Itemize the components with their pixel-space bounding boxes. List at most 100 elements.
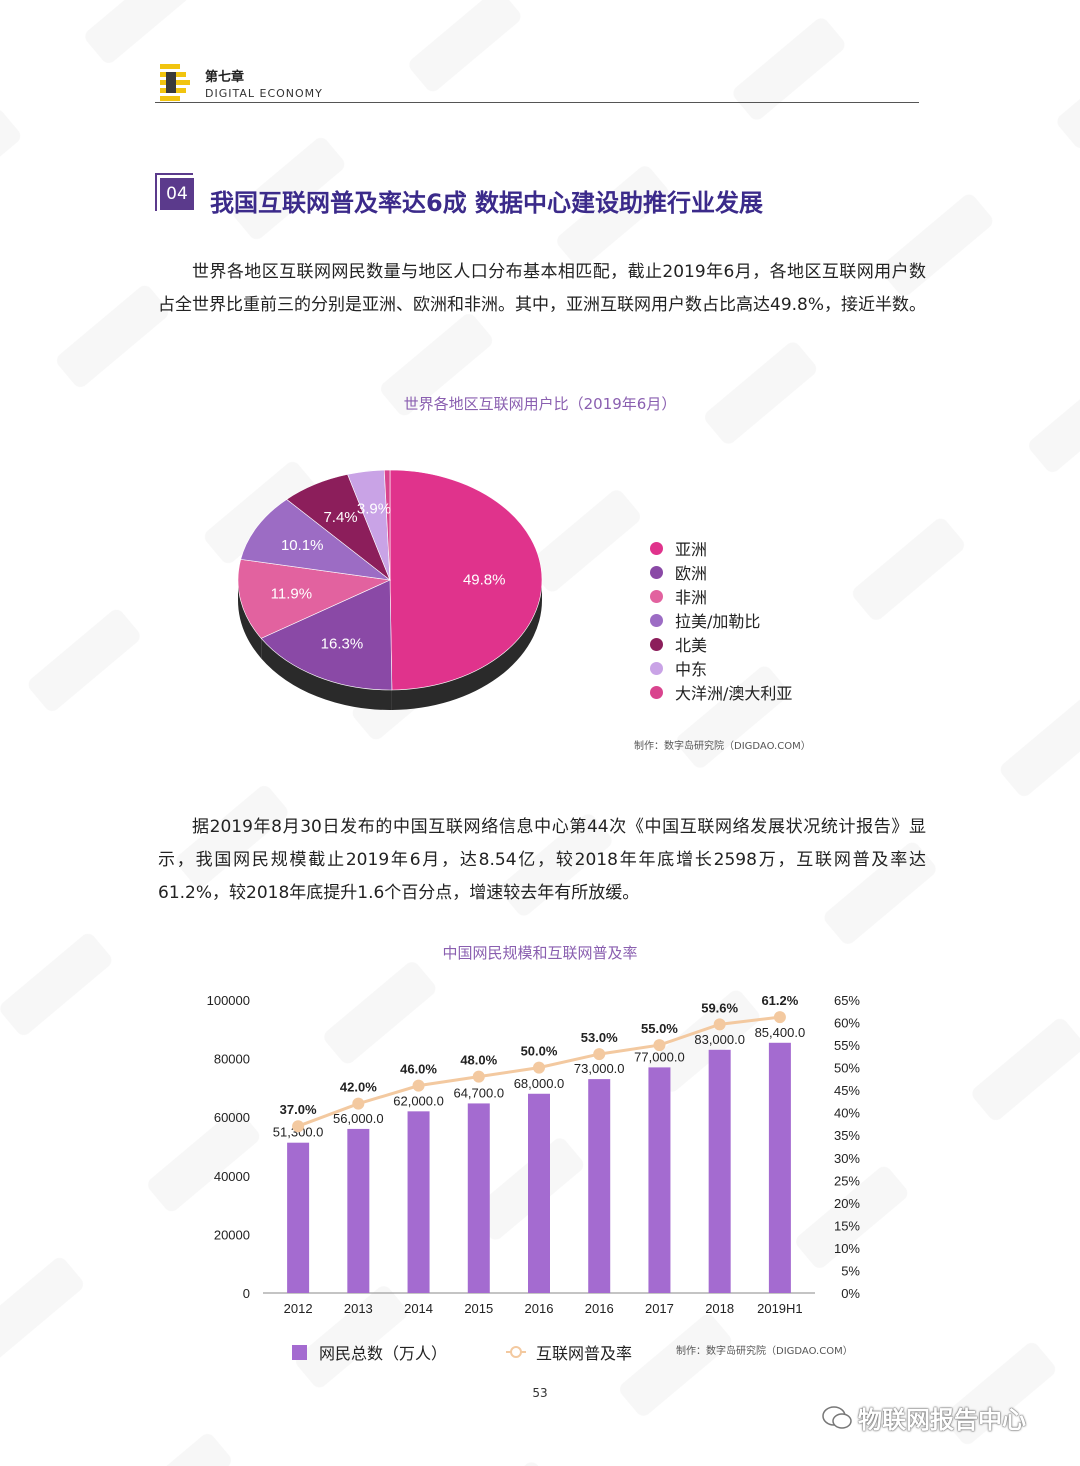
combo-chart: 100000 80000 60000 40000 20000 0 65% 60% 55% 50% 4…	[207, 993, 861, 1316]
y-left-tick-label: 100000	[207, 993, 250, 1008]
y-right-tick-label: 45%	[834, 1083, 860, 1098]
bar	[648, 1067, 671, 1293]
line-value-label: 48.0%	[460, 1053, 497, 1068]
line-value-label: 42.0%	[340, 1080, 377, 1095]
bar-value-label: 77,000.0	[634, 1049, 685, 1064]
pie-legend: 亚洲欧洲非洲拉美/加勒比 北美 中东大洋洲/澳大利亚	[650, 536, 792, 704]
pie-slice	[237, 559, 392, 639]
pie-legend-item: 中东	[650, 656, 792, 680]
bar	[347, 1128, 370, 1293]
x-tick-label: 2017	[645, 1301, 674, 1316]
chapter-subtitle: DIGITAL ECONOMY	[205, 87, 323, 100]
y-right-tick-label: 10%	[834, 1241, 860, 1256]
pie-side-亚洲	[391, 580, 542, 710]
y-right-tick-label: 35%	[834, 1128, 860, 1143]
wechat-icon	[822, 1405, 852, 1429]
y-right-tick-label: 40%	[834, 1106, 860, 1121]
y-right-tick-label: 60%	[834, 1016, 860, 1031]
y-right-tick-label: 30%	[834, 1151, 860, 1166]
bar	[407, 1111, 430, 1293]
bar-legend-swatch	[292, 1344, 307, 1360]
pie-slice	[260, 579, 393, 691]
line-point	[412, 1079, 425, 1092]
pie-legend-item: 亚洲	[650, 536, 792, 560]
pie-chart: 49.8%16.3%11.9%10.1%7.4%3.9%0.6%	[237, 469, 543, 710]
y-right-tick-label: 20%	[834, 1196, 860, 1211]
pie-legend-label: 非洲	[675, 588, 708, 607]
bar	[467, 1103, 490, 1293]
paragraph-2: 据2019年8月30日发布的中国互联网络信息中心第44次《中国互联网络发展状况统…	[158, 817, 926, 903]
line-point	[653, 1039, 666, 1052]
line-value-label: 59.6%	[701, 1000, 738, 1015]
y-left-tick-label: 80000	[214, 1052, 250, 1067]
x-tick-label: 2016	[525, 1301, 554, 1316]
line-point	[472, 1070, 485, 1083]
pie-credit: 制作：数字岛研究院（DIGDAO.COM）	[634, 741, 811, 752]
bar-value-label: 68,000.0	[514, 1076, 565, 1091]
y-right-tick-label: 65%	[834, 993, 860, 1008]
pie-legend-item: 北美	[650, 632, 792, 656]
bar-value-label: 56,000.0	[333, 1111, 384, 1126]
pie-value-label: 16.3%	[321, 636, 364, 653]
y-right-tick-label: 50%	[834, 1061, 860, 1076]
paragraph-1: 世界各地区互联网网民数量与地区人口分布基本相匹配，截止2019年6月，各地区互联…	[158, 262, 927, 315]
line-point	[773, 1011, 786, 1024]
y-left-tick-label: 60000	[214, 1110, 250, 1125]
line-point	[352, 1097, 365, 1110]
page-number: 53	[532, 1386, 548, 1400]
bar	[588, 1079, 611, 1293]
pie-legend-swatch	[650, 565, 663, 579]
bar-value-label: 83,000.0	[694, 1032, 745, 1047]
bar-value-label: 73,000.0	[574, 1061, 625, 1076]
pie-legend-swatch	[650, 613, 663, 627]
pie-legend-item: 大洋洲/澳大利亚	[650, 680, 792, 704]
line-value-label: 53.0%	[581, 1030, 618, 1045]
digital-economy-logo	[160, 64, 190, 101]
wechat-account-name: 物联网报告中心	[858, 1406, 1026, 1434]
y-right-tick-label: 25%	[834, 1173, 860, 1188]
pie-legend-swatch	[650, 589, 663, 603]
line-point	[713, 1018, 726, 1031]
y-left-tick-label: 20000	[214, 1227, 250, 1242]
x-tick-label: 2014	[404, 1301, 433, 1316]
line-legend-item: 互联网普及率	[506, 1340, 632, 1364]
pie-legend-label: 拉美/加勒比	[675, 612, 761, 631]
y-right-tick-label: 15%	[834, 1218, 860, 1233]
bar-credit: 制作：数字岛研究院（DIGDAO.COM）	[676, 1346, 853, 1357]
pie-legend-label: 北美	[675, 636, 708, 655]
pie-side-非洲	[238, 580, 262, 659]
pie-legend-label: 大洋洲/澳大利亚	[675, 684, 793, 703]
x-tick-label: 2019H1	[757, 1301, 803, 1316]
line-value-label: 61.2%	[761, 993, 798, 1008]
pie-value-label: 3.9%	[357, 500, 391, 517]
pie-value-label: 10.1%	[281, 537, 324, 554]
pie-value-label: 49.8%	[463, 572, 506, 589]
pie-legend-swatch	[650, 637, 663, 651]
pie-side-欧洲	[261, 638, 392, 710]
pie-legend-label: 欧洲	[675, 564, 708, 583]
bar	[287, 1142, 310, 1293]
section-number-frame	[155, 173, 193, 211]
bar	[708, 1049, 731, 1293]
line-point	[292, 1120, 305, 1133]
wechat-watermark: 物联网报告中心	[822, 1400, 1026, 1435]
pie-legend-label: 亚洲	[675, 540, 708, 559]
pie-chart-title: 世界各地区互联网用户比（2019年6月）	[403, 395, 677, 413]
pie-value-label: 11.9%	[271, 585, 312, 602]
line-value-label: 50.0%	[521, 1044, 558, 1059]
bar-legend-item: 网民总数（万人）	[292, 1340, 447, 1364]
pie-slice	[383, 469, 391, 581]
pie-legend-item: 拉美/加勒比	[650, 608, 792, 632]
line-value-label: 46.0%	[400, 1062, 437, 1077]
pie-legend-swatch	[650, 541, 663, 555]
bar-value-label: 64,700.0	[453, 1085, 504, 1100]
y-left-tick-label: 0	[243, 1286, 250, 1301]
bar	[768, 1042, 791, 1293]
y-right-tick-label: 0%	[841, 1286, 860, 1301]
y-right-tick-label: 5%	[841, 1263, 860, 1278]
chapter-label: 第七章	[205, 70, 245, 85]
line-legend-swatch	[506, 1346, 526, 1358]
section-title: 我国互联网普及率达6成 数据中心建设助推行业发展	[210, 189, 764, 217]
pie-legend-item: 非洲	[650, 584, 792, 608]
bar	[528, 1093, 550, 1293]
